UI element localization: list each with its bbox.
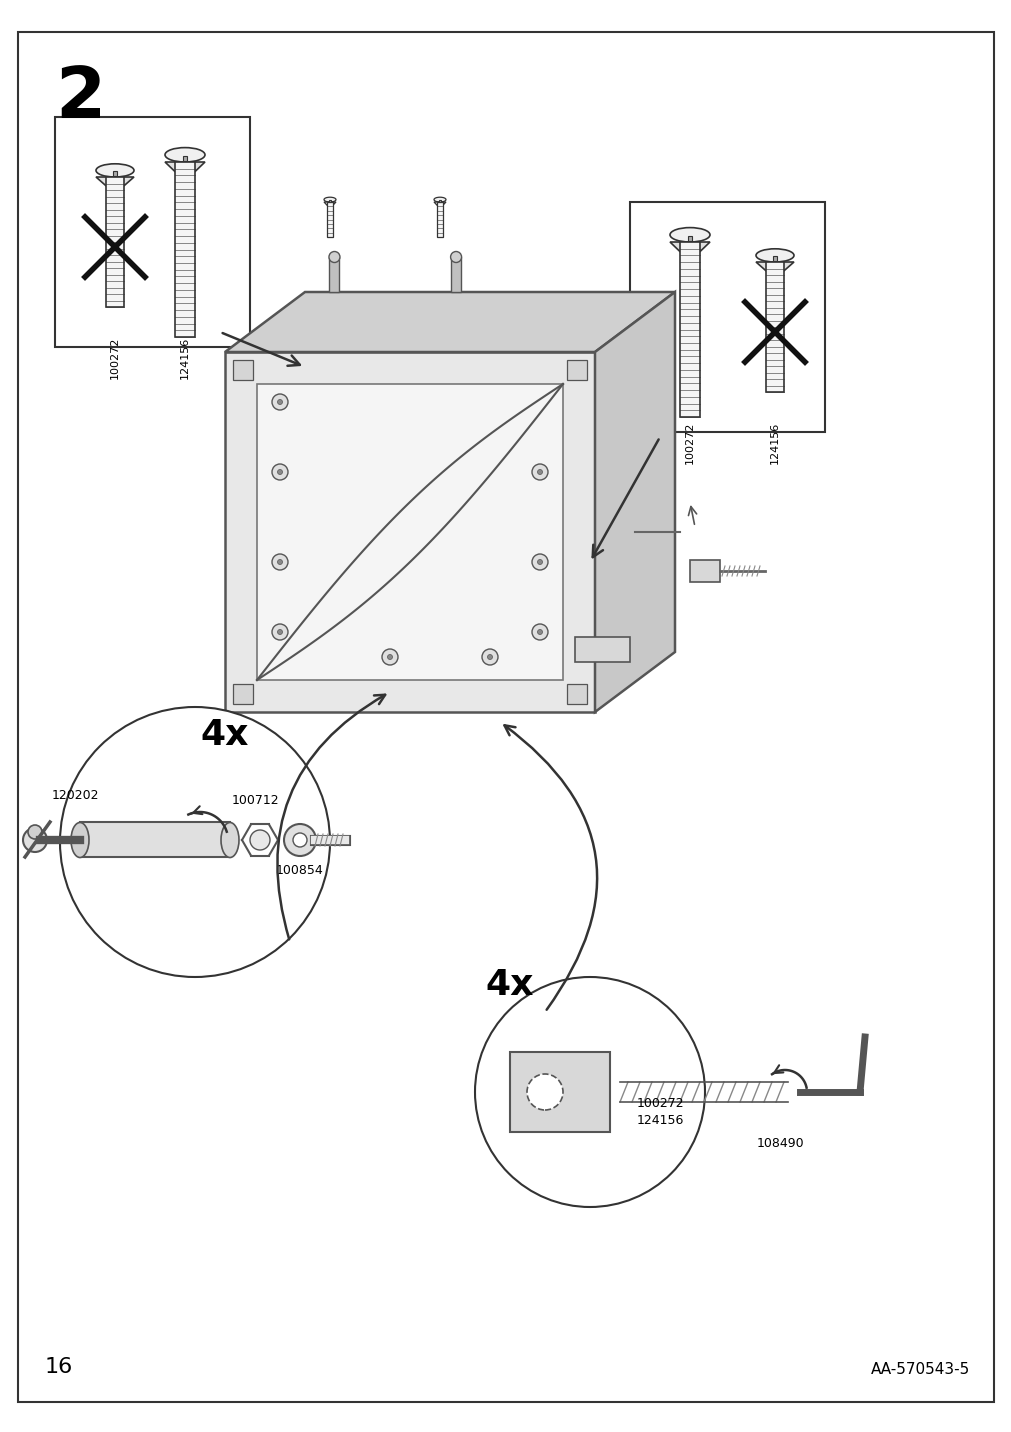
Circle shape	[272, 394, 288, 410]
Circle shape	[387, 654, 392, 660]
Bar	[451, 256, 461, 292]
Text: 16: 16	[44, 1358, 73, 1378]
Bar	[330, 256, 339, 292]
Bar	[233, 359, 253, 379]
Text: 124156: 124156	[769, 422, 779, 464]
Circle shape	[277, 470, 282, 474]
Ellipse shape	[71, 822, 89, 858]
Ellipse shape	[434, 198, 446, 202]
Polygon shape	[510, 1053, 610, 1133]
Bar	[55, 117, 250, 347]
Bar	[574, 637, 630, 662]
Circle shape	[277, 630, 282, 634]
Text: 100272: 100272	[684, 422, 695, 464]
Bar	[630, 202, 824, 432]
Circle shape	[284, 823, 315, 856]
Circle shape	[272, 554, 288, 570]
Text: 2: 2	[55, 64, 105, 133]
Text: 4x: 4x	[200, 717, 248, 752]
Polygon shape	[755, 262, 794, 271]
Circle shape	[381, 649, 397, 664]
Polygon shape	[224, 352, 594, 712]
Bar	[679, 242, 700, 417]
Ellipse shape	[220, 822, 239, 858]
Ellipse shape	[669, 228, 710, 242]
Circle shape	[250, 831, 270, 851]
Text: 120202: 120202	[52, 789, 99, 802]
Circle shape	[329, 252, 340, 262]
Bar	[182, 156, 187, 160]
Polygon shape	[165, 162, 205, 172]
Polygon shape	[669, 242, 710, 252]
Circle shape	[532, 554, 548, 570]
Text: 124156: 124156	[180, 337, 190, 379]
Text: 100272: 100272	[110, 337, 120, 379]
Circle shape	[527, 1074, 562, 1110]
Circle shape	[23, 828, 47, 852]
Bar	[175, 162, 195, 337]
Text: 100854: 100854	[276, 863, 324, 876]
Ellipse shape	[324, 198, 336, 202]
Bar	[233, 684, 253, 705]
Bar	[437, 202, 443, 238]
Circle shape	[537, 470, 542, 474]
Text: 100272
124156: 100272 124156	[636, 1097, 684, 1127]
Text: 108490: 108490	[755, 1137, 803, 1150]
Circle shape	[277, 560, 282, 564]
Circle shape	[272, 624, 288, 640]
Bar	[112, 172, 117, 176]
Circle shape	[481, 649, 497, 664]
Circle shape	[537, 560, 542, 564]
Polygon shape	[594, 292, 674, 712]
Ellipse shape	[755, 249, 794, 262]
Bar	[686, 236, 692, 241]
Polygon shape	[96, 178, 133, 186]
Bar	[327, 202, 333, 238]
Circle shape	[532, 624, 548, 640]
Circle shape	[532, 464, 548, 480]
Circle shape	[450, 252, 461, 262]
Bar	[329, 200, 331, 202]
Polygon shape	[434, 202, 446, 205]
Circle shape	[277, 400, 282, 404]
Bar	[690, 560, 719, 581]
Ellipse shape	[96, 163, 133, 178]
Polygon shape	[324, 202, 336, 205]
Circle shape	[272, 464, 288, 480]
Bar	[439, 200, 440, 202]
Bar	[772, 256, 776, 261]
Circle shape	[293, 833, 306, 846]
Text: 100712: 100712	[231, 793, 279, 808]
Polygon shape	[80, 822, 229, 856]
Bar	[566, 684, 586, 705]
Circle shape	[474, 977, 705, 1207]
Ellipse shape	[165, 147, 205, 162]
Circle shape	[487, 654, 492, 660]
Bar	[106, 178, 124, 306]
Bar	[566, 359, 586, 379]
Circle shape	[60, 707, 330, 977]
Polygon shape	[257, 384, 562, 680]
Circle shape	[28, 825, 42, 839]
Bar	[765, 262, 784, 392]
Circle shape	[537, 630, 542, 634]
Text: AA-570543-5: AA-570543-5	[869, 1362, 969, 1378]
Text: 4x: 4x	[484, 968, 533, 1002]
Polygon shape	[224, 292, 674, 352]
